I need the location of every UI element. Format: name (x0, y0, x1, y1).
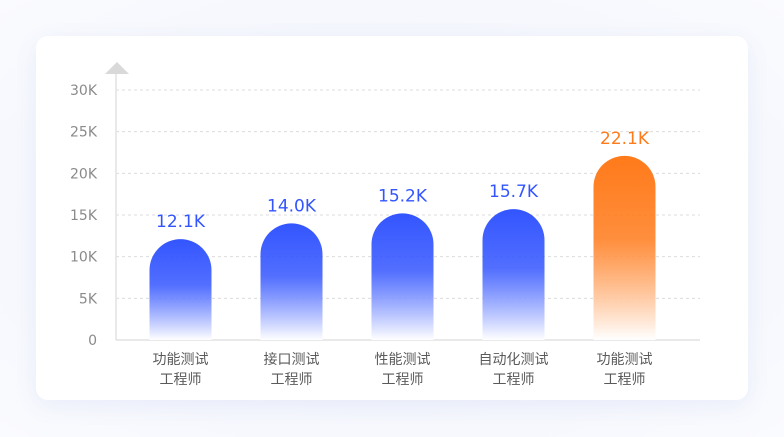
data-label: 22.1K (600, 129, 650, 149)
data-labels: 12.1K 14.0K 15.2K 15.7K 22.1K (156, 129, 650, 232)
data-label: 12.1K (156, 212, 206, 232)
bar-highlight (593, 155, 656, 340)
bars (149, 155, 656, 340)
bar (260, 223, 323, 340)
y-tick-label: 10K (70, 250, 98, 266)
y-tick-label: 15K (70, 208, 98, 224)
x-tick-label: 功能测试 (597, 352, 653, 368)
data-label: 15.7K (489, 182, 539, 202)
y-axis-arrow-icon (105, 62, 129, 74)
x-tick-label: 接口测试 (264, 351, 320, 368)
y-tick-label: 30K (70, 83, 98, 99)
x-tick-label: 工程师 (271, 372, 313, 388)
y-axis-ticks: 0 5K 10K 15K 20K 25K 30K (70, 83, 98, 349)
data-label: 15.2K (378, 186, 428, 206)
x-tick-label: 自动化测试 (479, 352, 549, 368)
data-label: 14.0K (267, 196, 317, 216)
x-tick-label: 功能测试 (153, 352, 209, 368)
y-tick-label: 0 (88, 333, 97, 349)
x-tick-label: 工程师 (160, 372, 202, 388)
x-tick-label: 工程师 (493, 372, 535, 388)
bar (371, 213, 434, 340)
x-tick-label: 工程师 (382, 372, 424, 388)
x-tick-label: 性能测试 (375, 352, 431, 368)
y-tick-label: 5K (79, 291, 98, 307)
x-tick-label: 工程师 (604, 372, 646, 388)
y-tick-label: 25K (70, 125, 98, 141)
bar (482, 209, 545, 340)
y-tick-label: 20K (70, 166, 98, 182)
bar (149, 239, 212, 340)
